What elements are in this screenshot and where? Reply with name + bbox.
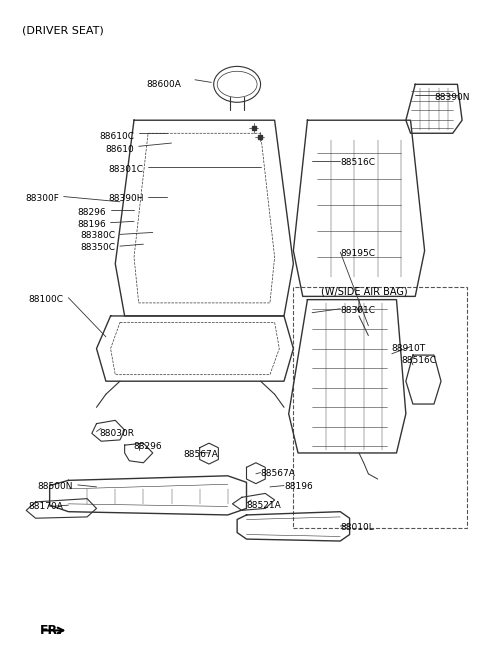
Text: (W/SIDE AIR BAG): (W/SIDE AIR BAG) (322, 286, 408, 296)
Text: 88610C: 88610C (99, 132, 134, 141)
Text: 88380C: 88380C (80, 231, 115, 240)
Text: 88567A: 88567A (183, 450, 218, 459)
Text: 88196: 88196 (77, 220, 106, 229)
Text: 88300F: 88300F (25, 194, 59, 203)
Text: 88390H: 88390H (108, 194, 144, 203)
Text: (DRIVER SEAT): (DRIVER SEAT) (22, 26, 103, 36)
Text: 88350C: 88350C (80, 243, 115, 252)
Text: 88296: 88296 (77, 209, 106, 217)
Text: FR.: FR. (40, 624, 63, 637)
Text: 89195C: 89195C (340, 249, 375, 259)
Text: 88196: 88196 (284, 482, 313, 492)
Text: 88010L: 88010L (340, 524, 374, 532)
Text: 88610: 88610 (105, 145, 134, 154)
Text: 88600A: 88600A (146, 80, 181, 89)
Text: 88301C: 88301C (340, 306, 375, 315)
Text: 88516C: 88516C (401, 356, 436, 365)
Text: 88516C: 88516C (340, 158, 375, 167)
Text: 88567A: 88567A (261, 469, 296, 478)
Text: 88521A: 88521A (247, 501, 281, 510)
Text: 88500N: 88500N (37, 482, 73, 492)
Text: 88170A: 88170A (29, 502, 64, 511)
Text: 88390N: 88390N (434, 93, 469, 102)
Text: 88100C: 88100C (29, 295, 64, 304)
Text: 88301C: 88301C (108, 164, 144, 174)
Text: 88910T: 88910T (392, 344, 426, 353)
Text: 88030R: 88030R (99, 429, 134, 438)
Text: 88296: 88296 (133, 442, 162, 451)
